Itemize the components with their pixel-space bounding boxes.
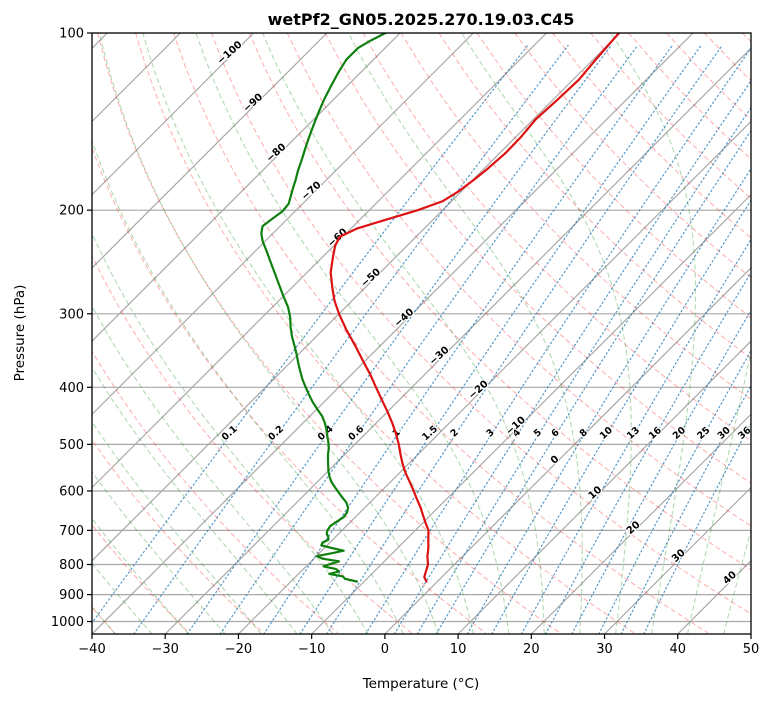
mixing-ratio-label: 30: [716, 425, 733, 442]
y-tick-label: 800: [59, 558, 84, 573]
mixing-ratio-label: 3: [484, 427, 496, 440]
y-tick-label: 500: [59, 438, 84, 453]
isotherm-label: −20: [467, 379, 491, 402]
isotherm-label: −50: [359, 267, 383, 290]
y-tick-label: 700: [59, 524, 84, 539]
moist-adiabats: [92, 33, 751, 634]
temperature-line: [329, 33, 621, 583]
mixing-ratio-label: 25: [695, 425, 712, 442]
y-axis-label: Pressure (hPa): [12, 285, 28, 382]
mixing-ratio-label: 13: [625, 425, 642, 442]
y-tick-label: 400: [59, 381, 84, 396]
sounding-profiles: [260, 33, 621, 583]
x-tick-label: −10: [298, 642, 325, 657]
x-tick-label: 0: [381, 642, 389, 657]
isotherm-label: −30: [428, 345, 452, 368]
y-tick-label: 600: [59, 484, 84, 499]
mixing-ratio-label: 8: [578, 427, 591, 440]
y-tick-label: 300: [59, 307, 84, 322]
y-tick-label: 1000: [51, 615, 84, 630]
x-tick-label: 40: [670, 642, 687, 657]
isotherm-label: 0: [549, 454, 562, 467]
mixing-ratio-label: 10: [598, 425, 615, 442]
grid-lines: [92, 33, 751, 634]
isotherm-label: −40: [392, 307, 416, 330]
isotherm-label: −70: [300, 180, 324, 203]
x-tick-label: 50: [743, 642, 760, 657]
y-tick-label: 200: [59, 204, 84, 219]
isotherm-label: −80: [264, 142, 288, 165]
x-tick-label: −20: [225, 642, 252, 657]
mixing-ratio-label: 16: [647, 425, 664, 442]
x-tick-label: 10: [450, 642, 467, 657]
isotherm-label: 10: [587, 484, 605, 502]
isotherm-label: −90: [241, 92, 265, 115]
mixing-ratio-lines: [92, 44, 751, 634]
plot-border: [91, 32, 752, 635]
axes-frame: −40 −30 −20 −10 0 10 20 30 40 5010020030040050060…: [51, 27, 759, 658]
dewpoint-line: [260, 33, 387, 583]
x-tick-label: 30: [596, 642, 613, 657]
x-tick-label: 20: [523, 642, 540, 657]
dry-adiabats: [92, 33, 751, 634]
mixing-ratio-label: 1.5: [420, 424, 440, 443]
y-tick-label: 900: [59, 588, 84, 603]
x-tick-label: −40: [78, 642, 105, 657]
isotherm-label: −100: [215, 39, 244, 67]
chart-title: wetPf2_GN05.2025.270.19.03.C45: [268, 10, 575, 29]
plot-layers: 0.1 0.2 0.4 0.6 1 1.5 2 3 4 5 6 8 10 13 16 20 25 30 36−100…: [51, 27, 759, 658]
x-axis-label: Temperature (°C): [362, 676, 480, 692]
x-tick-label: −30: [152, 642, 179, 657]
y-tick-label: 100: [59, 27, 84, 42]
